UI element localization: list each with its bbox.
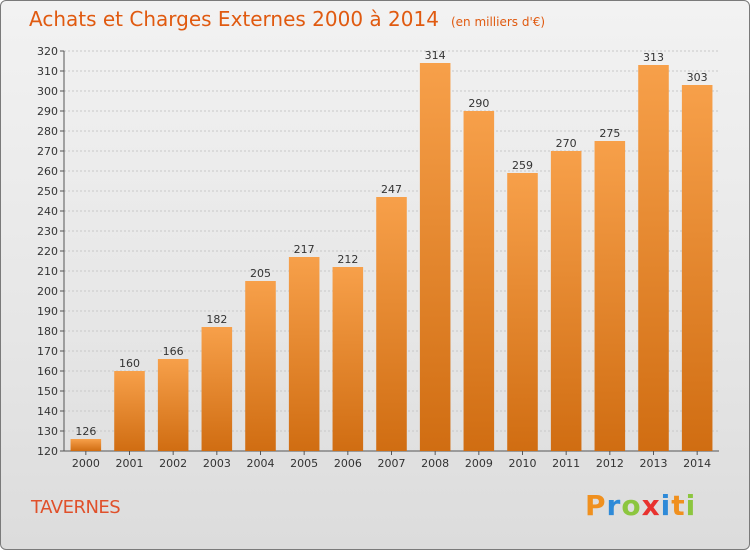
x-tick-label-2001: 2001 xyxy=(116,457,144,470)
y-tick-label: 130 xyxy=(37,425,58,438)
bar-2004 xyxy=(245,281,276,451)
value-label-2001: 160 xyxy=(119,357,140,370)
x-tick-label-2005: 2005 xyxy=(290,457,318,470)
bar-2005 xyxy=(288,257,320,451)
y-tick-label: 250 xyxy=(37,185,58,198)
value-label-2005: 217 xyxy=(294,243,315,256)
value-label-2003: 182 xyxy=(206,313,227,326)
bar-2011 xyxy=(550,151,582,451)
logo-letter: r xyxy=(606,489,622,522)
x-tick-label-2009: 2009 xyxy=(465,457,493,470)
y-tick-label: 280 xyxy=(37,125,58,138)
value-label-2002: 166 xyxy=(163,345,184,358)
x-tick-label-2002: 2002 xyxy=(159,457,187,470)
value-label-2012: 275 xyxy=(599,127,620,140)
logo-letter: i xyxy=(660,489,672,522)
chart-title-text: Achats et Charges Externes 2000 à 2014 xyxy=(29,7,439,31)
y-tick-label: 120 xyxy=(37,445,58,458)
y-tick-label: 190 xyxy=(37,305,58,318)
x-tick-label-2010: 2010 xyxy=(509,457,537,470)
x-tick-label-2011: 2011 xyxy=(552,457,580,470)
x-tick-label-2006: 2006 xyxy=(334,457,362,470)
y-tick-label: 180 xyxy=(37,325,58,338)
x-tick-label-2004: 2004 xyxy=(247,457,275,470)
bars xyxy=(70,63,713,451)
bar-2009 xyxy=(463,111,495,451)
value-label-2004: 205 xyxy=(250,267,271,280)
x-tick-label-2014: 2014 xyxy=(683,457,711,470)
y-tick-label: 200 xyxy=(37,285,58,298)
y-tick-label: 240 xyxy=(37,205,58,218)
logo-letter: P xyxy=(585,489,607,522)
y-tick-label: 320 xyxy=(37,45,58,58)
bar-2006 xyxy=(332,267,364,451)
x-tick-label-2012: 2012 xyxy=(596,457,624,470)
y-tick-label: 260 xyxy=(37,165,58,178)
axes: 120 130 140 150 160 170 180 190 200 210 220 230 240 2… xyxy=(37,45,719,470)
value-label-2007: 247 xyxy=(381,183,402,196)
logo-letter: x xyxy=(641,489,661,522)
y-tick-label: 300 xyxy=(37,85,58,98)
bar-2010 xyxy=(507,173,538,451)
x-tick-label-2008: 2008 xyxy=(421,457,449,470)
bar-2008 xyxy=(419,63,451,451)
logo-letter: t xyxy=(671,489,686,522)
logo-letter: i xyxy=(685,489,697,522)
bar-2014 xyxy=(681,85,713,451)
chart-title: Achats et Charges Externes 2000 à 2014 (e… xyxy=(29,7,545,31)
bar-2000 xyxy=(70,439,102,451)
bar-2013 xyxy=(638,65,669,451)
proxiti-logo: Proxiti xyxy=(585,489,696,522)
value-label-2008: 314 xyxy=(425,49,446,62)
x-tick-label-2003: 2003 xyxy=(203,457,231,470)
bar-2002 xyxy=(157,359,189,451)
bar-2007 xyxy=(376,197,407,451)
bar-2001 xyxy=(114,371,145,451)
commune-name: TAVERNES xyxy=(31,497,121,518)
value-label-2000: 126 xyxy=(75,425,96,438)
y-tick-label: 220 xyxy=(37,245,58,258)
y-tick-label: 230 xyxy=(37,225,58,238)
value-label-2013: 313 xyxy=(643,51,664,64)
value-labels: 126 160 166 182 205 217 212 247 314 290 259 270 275 3… xyxy=(75,49,707,438)
x-tick-label-2013: 2013 xyxy=(640,457,668,470)
logo-letter: o xyxy=(621,489,642,522)
x-tick-label-2000: 2000 xyxy=(72,457,100,470)
value-label-2010: 259 xyxy=(512,159,533,172)
bar-2012 xyxy=(594,141,626,451)
y-tick-label: 160 xyxy=(37,365,58,378)
y-tick-label: 310 xyxy=(37,65,58,78)
y-tick-label: 290 xyxy=(37,105,58,118)
y-tick-label: 150 xyxy=(37,385,58,398)
value-label-2009: 290 xyxy=(468,97,489,110)
y-tick-label: 140 xyxy=(37,405,58,418)
value-label-2011: 270 xyxy=(556,137,577,150)
value-label-2006: 212 xyxy=(337,253,358,266)
bar-2003 xyxy=(201,327,233,451)
y-tick-label: 170 xyxy=(37,345,58,358)
y-tick-label: 270 xyxy=(37,145,58,158)
x-tick-label-2007: 2007 xyxy=(378,457,406,470)
chart-subtitle: (en milliers d'€) xyxy=(450,15,546,29)
value-label-2014: 303 xyxy=(687,71,708,84)
y-tick-label: 210 xyxy=(37,265,58,278)
